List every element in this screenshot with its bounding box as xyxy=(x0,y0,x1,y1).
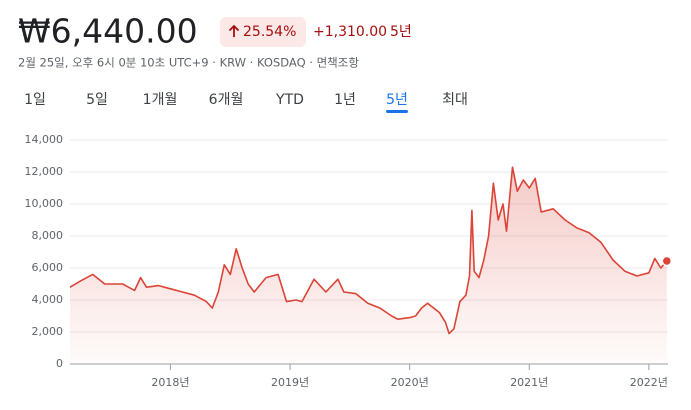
y-tick-label: 10,000 xyxy=(25,197,64,210)
tab[interactable]: 1년 xyxy=(334,92,356,108)
meta: 2월 25일, 오후 6시 0분 10초 UTC+9 · KRW · KOSDA… xyxy=(18,56,359,70)
y-tick-label: 4,000 xyxy=(32,293,64,306)
y-tick-label: 14,000 xyxy=(25,133,64,146)
tab[interactable]: 5년 xyxy=(386,92,408,108)
y-tick-label: 12,000 xyxy=(25,165,64,178)
price-line xyxy=(69,166,668,335)
tab[interactable]: YTD xyxy=(275,92,304,108)
y-tick-label: 8,000 xyxy=(32,229,64,242)
tab[interactable]: 1일 xyxy=(24,92,46,108)
x-tick-label: 2020년 xyxy=(391,376,429,389)
price: ₩6,440.00 xyxy=(18,12,198,51)
tab[interactable]: 6개월 xyxy=(209,92,244,108)
y-tick-label: 0 xyxy=(56,357,63,370)
tab[interactable]: 최대 xyxy=(442,92,468,108)
y-tick-label: 6,000 xyxy=(32,261,64,274)
change-abs: +1,310.00 xyxy=(313,24,387,40)
tab-underline xyxy=(386,110,408,113)
tab[interactable]: 1개월 xyxy=(143,92,178,108)
tab[interactable]: 5일 xyxy=(86,92,108,108)
x-tick-label: 2019년 xyxy=(271,376,309,389)
x-tick-label: 2021년 xyxy=(510,376,548,389)
x-tick-label: 2022년 xyxy=(630,376,668,389)
x-tick-label: 2018년 xyxy=(151,376,189,389)
area xyxy=(70,167,667,364)
change-pct: 25.54% xyxy=(243,24,296,40)
up-arrow xyxy=(228,24,240,37)
change-badge xyxy=(220,17,306,47)
y-tick-label: 2,000 xyxy=(32,325,64,338)
change-period: 5년 xyxy=(390,24,412,40)
last-point xyxy=(661,255,673,267)
